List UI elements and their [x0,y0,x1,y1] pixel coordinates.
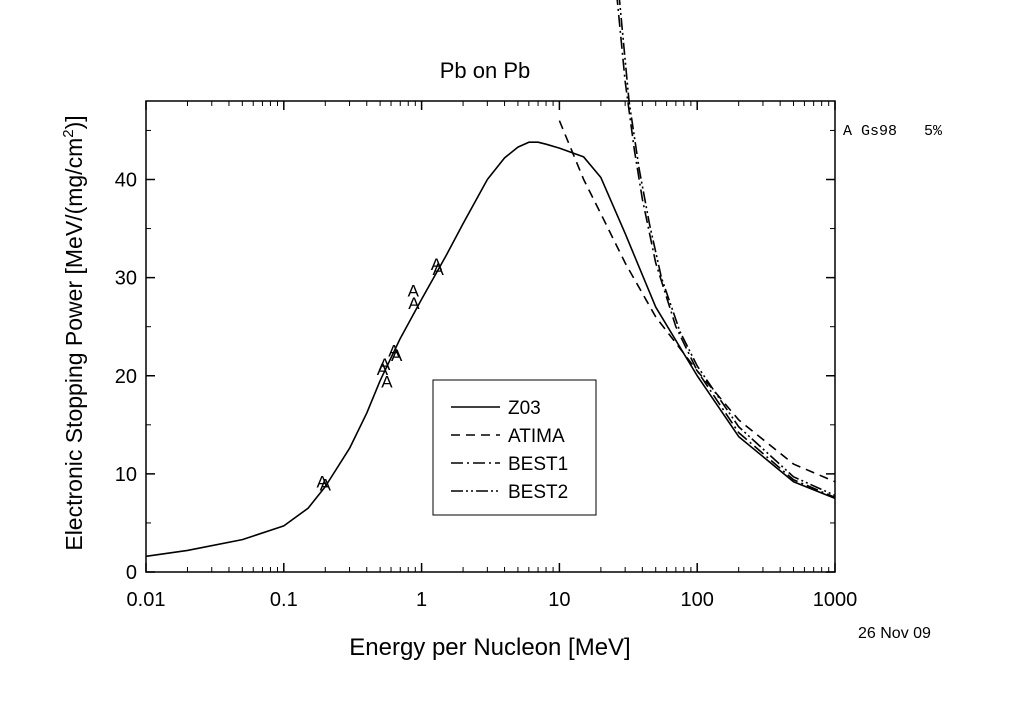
series-best2-line [618,0,835,497]
y-axis-label-end: )] [61,115,87,129]
measurement-marker: A [379,355,391,374]
legend-label: BEST2 [508,482,568,503]
series-best1-line [616,0,835,499]
y-axis-label-sup: 2 [60,129,77,137]
x-axis-ticks: 0.01 0.1 1 10 100 1000 [127,101,858,611]
measurement-marker: A [381,373,393,392]
x-tick-label: 0.1 [270,589,298,611]
x-tick-label: 1000 [813,589,858,611]
y-tick-label: 20 [115,366,137,388]
y-tick-label: 10 [115,464,137,486]
x-tick-label: 100 [681,589,714,611]
series-atima-line [558,120,835,483]
legend-label: Z03 [508,398,541,419]
measurement-marker: A [433,260,445,279]
legend-box [432,379,597,516]
annotation-text: A Gs98 5% [843,123,943,140]
legend: Z03 ATIMA BEST1 BEST2 [432,379,597,516]
x-tick-label: 0.01 [127,589,166,611]
measurement-marker: A [377,360,389,379]
plot-frame [145,100,836,573]
series-layer [146,0,835,558]
measurement-marker: A [317,473,329,492]
date-label: 26 Nov 09 [858,625,931,642]
series-z03-line [146,141,835,558]
measurement-marker: A [391,346,403,365]
measurement-marker: A [320,476,332,495]
y-axis-label: Electronic Stopping Power [MeV/(mg/cm2)] [60,115,87,550]
x-tick-label: 1 [416,589,427,611]
measurement-marker: A [408,294,420,313]
y-tick-label: 30 [115,268,137,290]
measurement-marker: A [388,341,400,360]
legend-label: BEST1 [508,454,568,475]
y-axis-ticks: 0 10 20 30 40 [115,129,835,584]
legend-items: Z03 ATIMA BEST1 BEST2 [451,398,568,503]
y-tick-label: 40 [115,170,137,192]
y-tick-label: 0 [126,562,137,584]
measurement-marker: A [408,281,420,300]
y-axis-label-main: Electronic Stopping Power [MeV/(mg/cm [61,138,87,551]
x-tick-label: 10 [548,589,570,611]
chart-title: Pb on Pb [440,58,531,83]
measurement-marker: A [431,255,443,274]
legend-label: ATIMA [508,426,565,447]
x-axis-label: Energy per Nucleon [MeV] [349,634,630,661]
